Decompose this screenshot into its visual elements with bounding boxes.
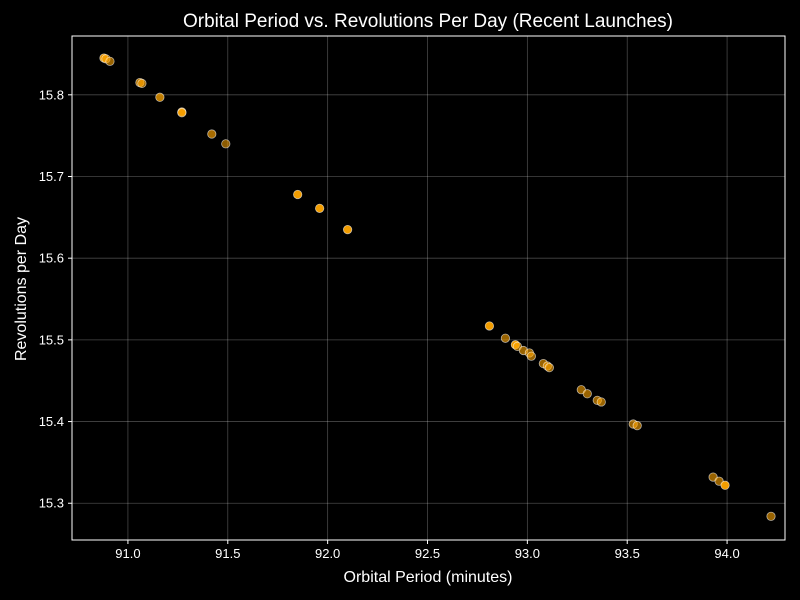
data-point (596, 397, 606, 407)
data-point (766, 511, 776, 521)
data-point (720, 480, 730, 490)
data-point (632, 421, 642, 431)
chart-title: Orbital Period vs. Revolutions Per Day (… (183, 11, 673, 32)
data-point (137, 78, 147, 88)
data-point (484, 321, 495, 331)
data-point (177, 108, 187, 118)
y-tick-label: 15.3 (39, 496, 64, 511)
plot-frame (71, 35, 786, 541)
data-point (500, 333, 510, 343)
data-point (105, 56, 115, 66)
data-point (155, 92, 165, 102)
data-point (582, 389, 592, 399)
axis-ticks: 91.0 91.5 92.0 92.5 93.0 93.5 94.0 15.3 15.4 15.5… (39, 87, 740, 561)
data-point (343, 224, 353, 235)
y-tick-label: 15.8 (39, 87, 64, 102)
data-point (221, 139, 231, 149)
data-point (315, 203, 325, 213)
y-tick-label: 15.7 (39, 169, 64, 184)
y-axis-label: Revolutions per Day (13, 217, 30, 361)
x-tick-label: 92.0 (315, 546, 340, 561)
y-tick-label: 15.5 (39, 332, 64, 347)
x-axis-label: Orbital Period (minutes) (344, 569, 513, 586)
data-points (99, 53, 776, 521)
x-tick-label: 94.0 (714, 546, 739, 561)
data-point (544, 363, 554, 373)
x-tick-label: 92.5 (415, 546, 440, 561)
x-tick-label: 91.0 (115, 546, 140, 561)
grid (72, 36, 785, 540)
data-point (526, 351, 536, 361)
x-tick-label: 91.5 (215, 546, 240, 561)
data-point (207, 129, 217, 139)
data-point (293, 189, 303, 200)
y-tick-label: 15.4 (39, 414, 64, 429)
y-tick-label: 15.6 (39, 251, 64, 266)
x-tick-label: 93.0 (515, 546, 540, 561)
x-tick-label: 93.5 (615, 546, 640, 561)
